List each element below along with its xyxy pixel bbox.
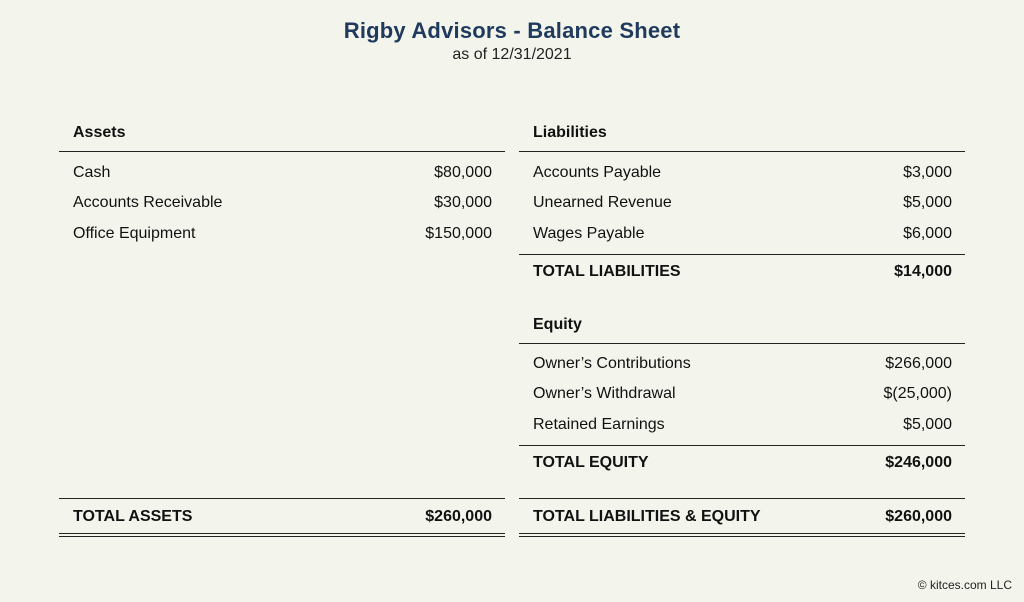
equity-header-rule xyxy=(519,343,965,344)
assets-header-rule xyxy=(59,151,505,152)
asset-amount: $30,000 xyxy=(434,194,492,211)
liability-label: Unearned Revenue xyxy=(533,194,672,211)
grand-total-top-rule xyxy=(519,498,965,499)
grand-total-double-rule xyxy=(519,533,965,537)
asset-amount: $150,000 xyxy=(425,225,492,242)
equity-label: Retained Earnings xyxy=(533,416,665,433)
equity-amount: $266,000 xyxy=(885,355,952,372)
equity-amount: $5,000 xyxy=(903,416,952,433)
liability-amount: $3,000 xyxy=(903,164,952,181)
total-liabilities-row: TOTAL LIABILITIES $14,000 xyxy=(519,263,965,285)
total-equity-label: TOTAL EQUITY xyxy=(533,454,649,471)
total-equity-row: TOTAL EQUITY $246,000 xyxy=(519,454,965,476)
asset-label: Cash xyxy=(73,164,111,181)
grand-total-label: TOTAL LIABILITIES & EQUITY xyxy=(533,508,761,525)
asset-label: Office Equipment xyxy=(73,225,196,242)
liability-label: Accounts Payable xyxy=(533,164,662,181)
liability-amount: $6,000 xyxy=(903,225,952,242)
total-liabilities-rule xyxy=(519,254,965,255)
grand-total-amount: $260,000 xyxy=(885,508,952,525)
page-title: Rigby Advisors - Balance Sheet xyxy=(343,18,681,43)
equity-amount: $(25,000) xyxy=(883,385,953,402)
total-liabilities-amount: $14,000 xyxy=(894,263,952,280)
liability-row-unearned-revenue: Unearned Revenue $5,000 xyxy=(519,194,965,216)
grand-total-row: TOTAL LIABILITIES & EQUITY $260,000 xyxy=(519,508,965,530)
liabilities-heading: Liabilities xyxy=(533,124,607,141)
asset-row-accounts-receivable: Accounts Receivable $30,000 xyxy=(59,194,505,216)
equity-row-owners-withdrawal: Owner’s Withdrawal $(25,000) xyxy=(519,385,965,407)
asset-row-cash: Cash $80,000 xyxy=(59,164,505,186)
equity-row-retained-earnings: Retained Earnings $5,000 xyxy=(519,416,965,438)
equity-row-owners-contributions: Owner’s Contributions $266,000 xyxy=(519,355,965,377)
total-equity-rule xyxy=(519,445,965,446)
liabilities-header-rule xyxy=(519,151,965,152)
total-liabilities-label: TOTAL LIABILITIES xyxy=(533,263,681,280)
page-subtitle: as of 12/31/2021 xyxy=(452,46,572,63)
liability-amount: $5,000 xyxy=(903,194,952,211)
copyright-notice: © kitces.com LLC xyxy=(917,578,1012,592)
assets-heading: Assets xyxy=(73,124,126,141)
asset-row-office-equipment: Office Equipment $150,000 xyxy=(59,225,505,247)
liability-row-accounts-payable: Accounts Payable $3,000 xyxy=(519,164,965,186)
total-assets-label: TOTAL ASSETS xyxy=(73,508,193,525)
equity-label: Owner’s Withdrawal xyxy=(533,385,676,402)
liability-row-wages-payable: Wages Payable $6,000 xyxy=(519,225,965,247)
asset-label: Accounts Receivable xyxy=(73,194,223,211)
liability-label: Wages Payable xyxy=(533,225,645,242)
total-assets-row: TOTAL ASSETS $260,000 xyxy=(59,508,505,530)
equity-heading: Equity xyxy=(533,316,582,333)
asset-amount: $80,000 xyxy=(434,164,492,181)
total-assets-top-rule xyxy=(59,498,505,499)
equity-label: Owner’s Contributions xyxy=(533,355,691,372)
total-equity-amount: $246,000 xyxy=(885,454,952,471)
total-assets-double-rule xyxy=(59,533,505,537)
total-assets-amount: $260,000 xyxy=(425,508,492,525)
